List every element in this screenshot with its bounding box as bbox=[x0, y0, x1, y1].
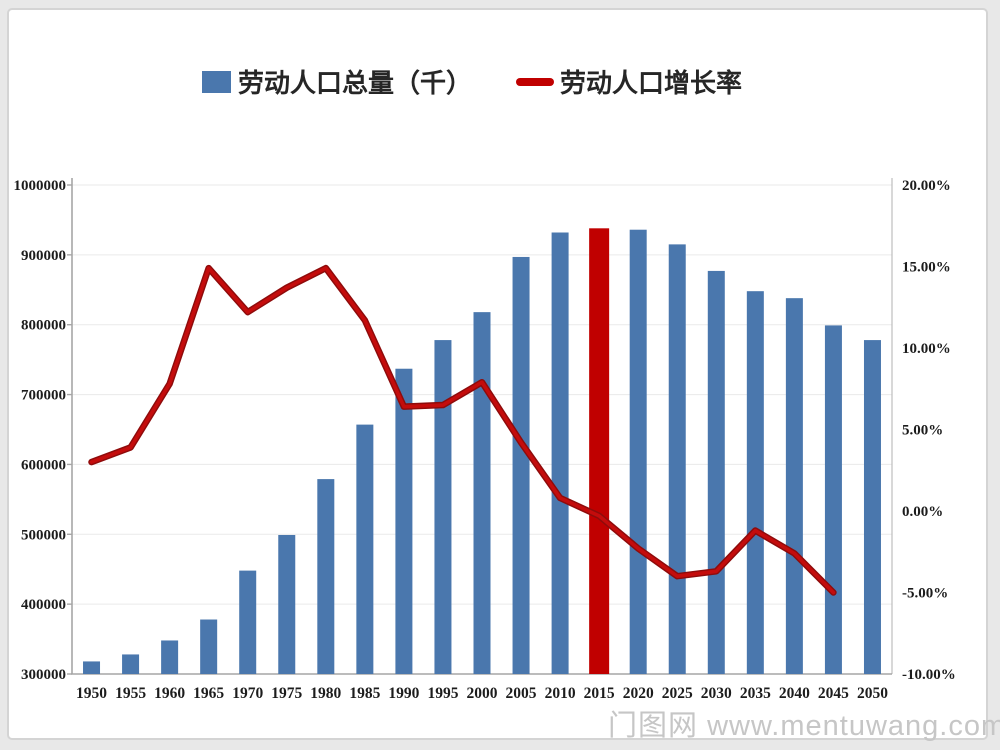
legend-item-line-series: 劳动人口增长率 bbox=[516, 63, 742, 100]
watermark-site-url: www.mentuwang.com bbox=[707, 710, 1000, 742]
bar-1990 bbox=[395, 368, 413, 674]
right-axis-tick-label: 20.00% bbox=[902, 178, 951, 194]
x-axis-label-2015: 2015 bbox=[584, 685, 615, 702]
chart-legend: 劳动人口总量（千） 劳动人口增长率 bbox=[202, 63, 742, 100]
right-axis-tick-label: 10.00% bbox=[902, 341, 951, 357]
bar-1995 bbox=[434, 340, 452, 674]
x-axis-label-2030: 2030 bbox=[701, 685, 732, 702]
x-axis-label-1980: 1980 bbox=[310, 685, 341, 702]
growth-line bbox=[89, 266, 836, 595]
x-axis-label-1965: 1965 bbox=[193, 685, 224, 702]
left-axis-tick-label: 400000 bbox=[21, 597, 66, 613]
x-axis-label-2045: 2045 bbox=[818, 685, 849, 702]
x-axis-label-2050: 2050 bbox=[857, 685, 888, 702]
bar-2035 bbox=[746, 291, 764, 674]
bar-2045 bbox=[824, 325, 842, 674]
x-axis-label-2010: 2010 bbox=[545, 685, 576, 702]
bar-2005 bbox=[512, 256, 530, 674]
x-axis-label-1970: 1970 bbox=[232, 685, 263, 702]
watermark-site-name: 门图网 bbox=[608, 710, 699, 742]
x-axis-label-2020: 2020 bbox=[623, 685, 654, 702]
bar-2050 bbox=[863, 340, 881, 674]
legend-label-bar-series: 劳动人口总量（千） bbox=[238, 69, 473, 98]
right-axis-tick-label: 15.00% bbox=[902, 260, 951, 276]
bar-1975 bbox=[278, 534, 296, 674]
x-axis-label-1955: 1955 bbox=[115, 685, 146, 702]
left-axis-tick-label: 700000 bbox=[21, 388, 66, 404]
right-axis-tick-label: 5.00% bbox=[902, 423, 943, 439]
x-axis-label-2035: 2035 bbox=[740, 685, 771, 702]
bar-2030 bbox=[707, 270, 725, 674]
bar-1980 bbox=[317, 479, 335, 674]
bar-series-swatch-icon bbox=[202, 70, 231, 93]
legend-label-line-series: 劳动人口增长率 bbox=[560, 69, 743, 98]
left-axis-tick-label: 800000 bbox=[21, 318, 66, 334]
line-series-swatch-icon bbox=[516, 77, 555, 86]
bar-1985 bbox=[356, 424, 374, 674]
right-axis-tick-label: -5.00% bbox=[902, 586, 948, 602]
left-axis-tick-label: 500000 bbox=[21, 527, 66, 543]
left-axis-tick-label: 300000 bbox=[21, 667, 66, 683]
bar-2010 bbox=[551, 232, 569, 674]
x-axis-label-2005: 2005 bbox=[506, 685, 537, 702]
bar-2040 bbox=[785, 298, 803, 674]
x-axis-label-1960: 1960 bbox=[154, 685, 185, 702]
bar-2020 bbox=[629, 229, 647, 675]
x-axis-label-2000: 2000 bbox=[467, 685, 498, 702]
left-axis-tick-label: 600000 bbox=[21, 457, 66, 473]
x-axis-label-2025: 2025 bbox=[662, 685, 693, 702]
watermark: 门图网 www.mentuwang.com bbox=[608, 702, 1000, 744]
x-axis-label-1995: 1995 bbox=[427, 685, 458, 702]
left-axis-tick-label: 900000 bbox=[21, 248, 66, 264]
x-axis-label-1950: 1950 bbox=[76, 685, 107, 702]
bar-1970 bbox=[239, 570, 257, 674]
x-axis-label-2040: 2040 bbox=[779, 685, 810, 702]
right-axis-tick-label: -10.00% bbox=[902, 667, 956, 683]
x-axis-label-1975: 1975 bbox=[271, 685, 302, 702]
bar-1960 bbox=[161, 640, 179, 674]
left-axis-tick-label: 1000000 bbox=[14, 178, 67, 194]
x-axis-label-1990: 1990 bbox=[388, 685, 419, 702]
bar-1965 bbox=[200, 619, 218, 674]
bar-1955 bbox=[122, 654, 140, 674]
x-axis-label-1985: 1985 bbox=[349, 685, 380, 702]
bar-2025 bbox=[668, 244, 686, 674]
bar-1950 bbox=[83, 661, 101, 674]
bar-2015 bbox=[589, 228, 610, 674]
right-axis-tick-label: 0.00% bbox=[902, 504, 943, 520]
bar-2000 bbox=[473, 312, 491, 674]
legend-item-bar-series: 劳动人口总量（千） bbox=[202, 63, 472, 100]
